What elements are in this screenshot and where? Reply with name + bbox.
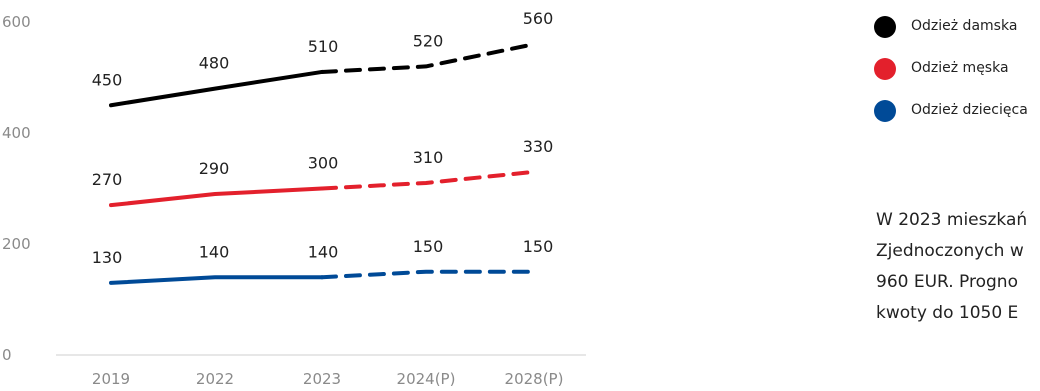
legend-marker-childrens [874,100,896,122]
series-line-solid-0 [109,69,324,108]
data-label: 560 [523,9,554,28]
data-label: 450 [92,70,123,89]
data-label: 140 [199,242,230,261]
data-label: 300 [308,154,339,173]
note-line-2: Zjednoczonych w [876,241,1024,261]
y-tick-label: 600 [2,13,31,31]
x-tick-label: 2028(P) [505,370,564,388]
note-line-1: W 2023 mieszkań [876,210,1028,230]
data-labels: 450 480 510 520 560 270 290 300 310 330 130 140 140 1… [92,9,554,267]
x-tick-label: 2024(P) [397,370,456,388]
series-line-projection-2 [320,269,536,280]
note-text: W 2023 mieszkań Zjednoczonych w 960 EUR.… [876,205,1040,329]
y-tick-label: 400 [2,124,31,142]
legend-marker-mens [874,58,896,80]
series-line-projection-0 [320,42,536,74]
series-line-solid-1 [109,186,324,208]
legend-label-mens: Odzież męska [911,60,1009,76]
x-tick-label: 2019 [92,370,130,388]
note-line-4: kwoty do 1050 E [876,303,1019,323]
y-tick-label: 200 [2,235,31,253]
data-label: 150 [523,237,554,256]
data-label: 140 [308,242,339,261]
x-tick-label: 2022 [196,370,234,388]
data-label: 150 [413,237,444,256]
x-tick-label: 2023 [303,370,341,388]
data-label: 130 [92,248,123,267]
legend-label-womens: Odzież damska [911,18,1018,34]
data-label: 270 [92,170,123,189]
data-label: 510 [308,37,339,56]
legend-marker-womens [874,16,896,38]
series-line-solid-2 [109,275,324,285]
data-label: 330 [523,137,554,156]
data-label: 290 [199,159,230,178]
legend-label-childrens: Odzież dziecięca [911,102,1028,118]
y-axis: 0 200 400 600 [2,13,31,364]
series-lines [109,42,536,285]
data-label: 310 [413,148,444,167]
y-tick-label: 0 [2,346,12,364]
note-line-3: 960 EUR. Progno [876,272,1018,292]
x-axis: 2019 2022 2023 2024(P) 2028(P) [92,370,564,388]
data-label: 480 [199,54,230,73]
data-label: 520 [413,31,444,50]
series-line-projection-1 [320,169,536,191]
